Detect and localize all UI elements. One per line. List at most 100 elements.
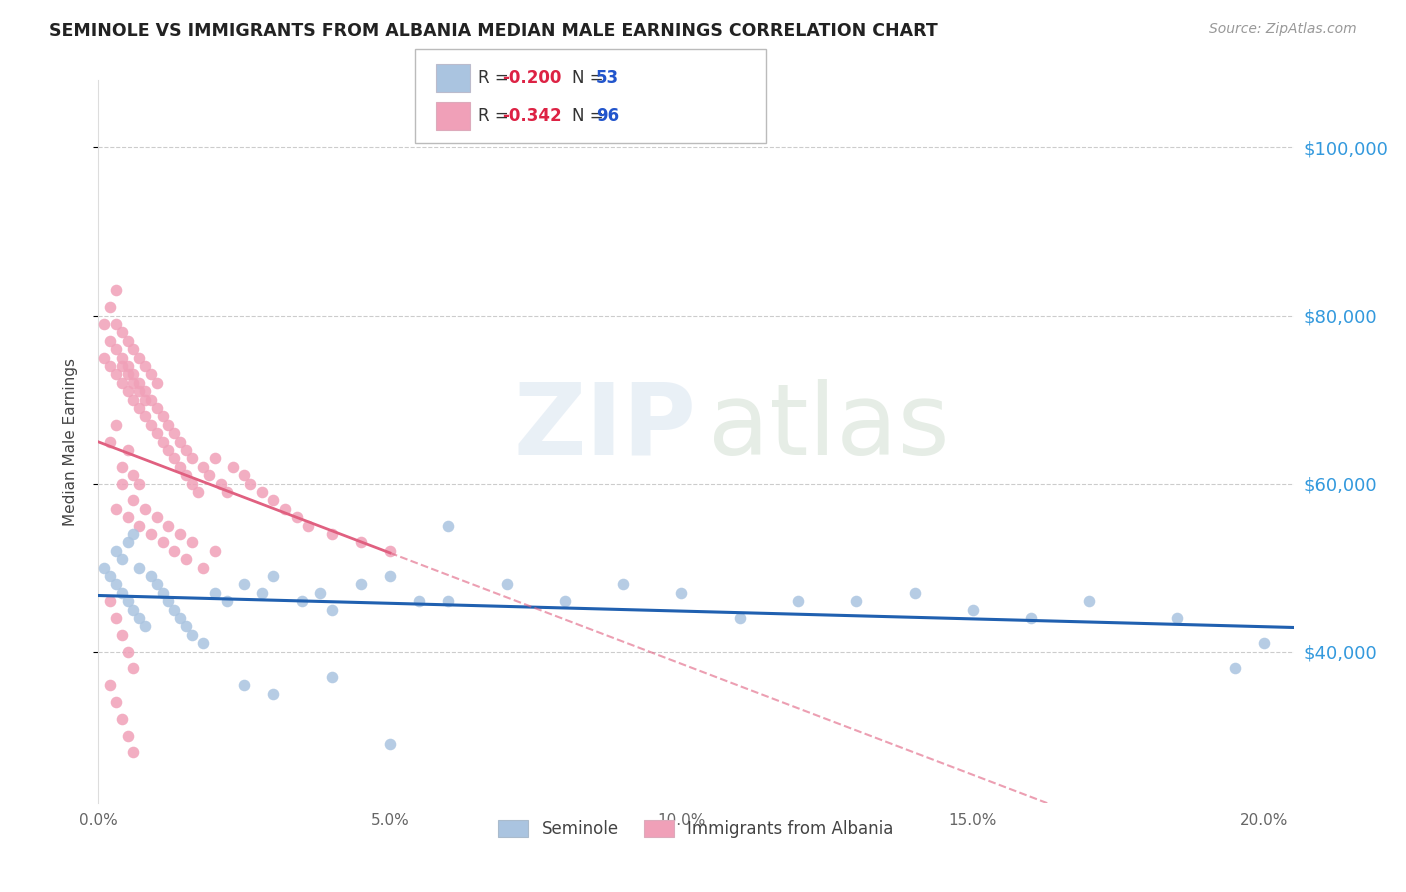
Point <box>180 451 202 466</box>
Point <box>134 392 156 407</box>
Text: N =: N = <box>572 107 609 125</box>
Point <box>204 586 226 600</box>
Point <box>215 594 238 608</box>
Point <box>262 493 284 508</box>
Point <box>180 476 202 491</box>
Point <box>111 326 134 340</box>
Point <box>437 518 460 533</box>
Point <box>122 527 145 541</box>
Point <box>145 426 167 441</box>
Point <box>122 745 145 759</box>
Point <box>134 501 156 516</box>
Point <box>117 644 139 658</box>
Point <box>117 442 139 457</box>
Point <box>111 628 134 642</box>
Point <box>671 586 693 600</box>
Point <box>122 392 145 407</box>
Point <box>104 417 127 432</box>
Point <box>174 619 197 633</box>
Point <box>291 594 314 608</box>
Legend: Seminole, Immigrants from Albania: Seminole, Immigrants from Albania <box>492 814 900 845</box>
Point <box>378 543 401 558</box>
Point <box>152 586 174 600</box>
Y-axis label: Median Male Earnings: Median Male Earnings <box>63 358 77 525</box>
Point <box>169 434 191 449</box>
Point <box>204 451 226 466</box>
Text: -0.342: -0.342 <box>502 107 561 125</box>
Point <box>321 670 343 684</box>
Point <box>128 351 150 365</box>
Point <box>157 442 180 457</box>
Point <box>174 552 197 566</box>
Point <box>98 359 121 373</box>
Point <box>152 434 174 449</box>
Point <box>612 577 634 591</box>
Point <box>233 678 256 692</box>
Point <box>104 501 127 516</box>
Text: SEMINOLE VS IMMIGRANTS FROM ALBANIA MEDIAN MALE EARNINGS CORRELATION CHART: SEMINOLE VS IMMIGRANTS FROM ALBANIA MEDI… <box>49 22 938 40</box>
Point <box>128 560 150 574</box>
Text: N =: N = <box>572 69 609 87</box>
Point <box>134 359 156 373</box>
Text: -0.200: -0.200 <box>502 69 561 87</box>
Point <box>169 611 191 625</box>
Point <box>350 577 373 591</box>
Point <box>250 485 273 500</box>
Point <box>111 351 134 365</box>
Point <box>104 342 127 356</box>
Point <box>111 359 134 373</box>
Point <box>169 459 191 474</box>
Point <box>104 368 127 382</box>
Point <box>139 569 162 583</box>
Point <box>98 569 121 583</box>
Point <box>93 560 115 574</box>
Point <box>98 300 121 314</box>
Text: atlas: atlas <box>709 378 949 475</box>
Point <box>128 401 150 415</box>
Point <box>163 426 186 441</box>
Point <box>845 594 868 608</box>
Point <box>321 602 343 616</box>
Point <box>193 636 215 650</box>
Point <box>134 619 156 633</box>
Point <box>117 359 139 373</box>
Point <box>378 737 401 751</box>
Point <box>122 493 145 508</box>
Point <box>122 468 145 483</box>
Point <box>98 678 121 692</box>
Point <box>1019 611 1042 625</box>
Point <box>104 283 127 297</box>
Text: 96: 96 <box>596 107 619 125</box>
Point <box>128 376 150 390</box>
Point <box>262 687 284 701</box>
Point <box>98 334 121 348</box>
Point <box>93 351 115 365</box>
Point <box>1078 594 1101 608</box>
Point <box>309 586 332 600</box>
Point <box>378 569 401 583</box>
Point <box>117 334 139 348</box>
Point <box>111 376 134 390</box>
Point <box>111 552 134 566</box>
Point <box>321 527 343 541</box>
Point <box>128 611 150 625</box>
Point <box>233 577 256 591</box>
Point <box>145 510 167 524</box>
Point <box>186 485 208 500</box>
Point <box>262 569 284 583</box>
Point <box>169 527 191 541</box>
Point <box>274 501 297 516</box>
Point <box>139 368 162 382</box>
Point <box>104 695 127 709</box>
Point <box>117 535 139 549</box>
Point <box>554 594 576 608</box>
Point <box>174 442 197 457</box>
Text: Source: ZipAtlas.com: Source: ZipAtlas.com <box>1209 22 1357 37</box>
Text: R =: R = <box>478 107 515 125</box>
Point <box>163 602 186 616</box>
Point <box>787 594 810 608</box>
Point <box>98 594 121 608</box>
Point <box>297 518 319 533</box>
Point <box>104 317 127 331</box>
Point <box>145 376 167 390</box>
